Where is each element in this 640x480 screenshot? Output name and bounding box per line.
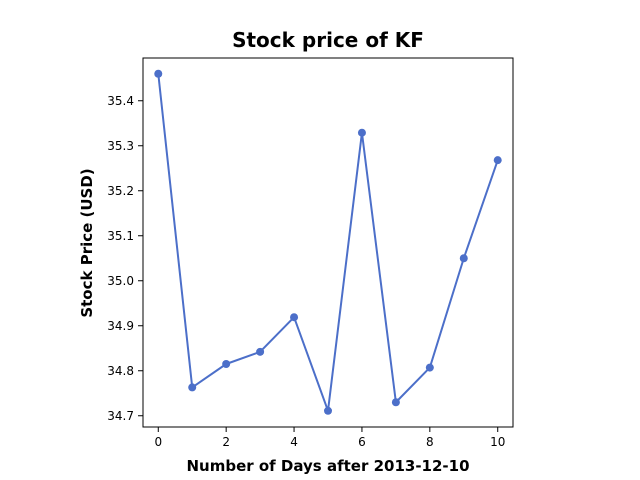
y-tick-label: 34.7	[107, 409, 134, 423]
y-tick-label: 35.1	[107, 229, 134, 243]
data-point	[459, 254, 468, 263]
data-point	[222, 360, 231, 368]
y-tick-label: 35.2	[107, 184, 134, 198]
data-point	[256, 347, 265, 356]
chart-title: Stock price of KF	[232, 28, 424, 52]
y-axis-label: Stock Price (USD)	[78, 168, 96, 317]
data-point	[290, 313, 299, 322]
y-axis: 34.7 34.8 34.9 35.0 35.1 35.2 35.3 35.4	[107, 94, 143, 423]
series-line	[157, 73, 499, 412]
data-point	[357, 128, 366, 137]
y-tick-label: 34.8	[107, 364, 134, 378]
data-point	[391, 398, 400, 407]
x-tick-label: 10	[490, 435, 505, 449]
y-tick-label: 35.4	[107, 94, 134, 108]
x-tick-label: 6	[358, 435, 366, 449]
x-axis: 0 2 4 6 8 10	[154, 427, 505, 449]
x-tick-label: 0	[154, 435, 162, 449]
y-tick-label: 35.3	[107, 139, 134, 153]
data-point	[425, 363, 434, 372]
data-point	[188, 383, 197, 392]
data-point	[493, 156, 502, 165]
data-point	[154, 69, 163, 78]
x-tick-label: 8	[426, 435, 434, 449]
series-kf	[154, 69, 502, 415]
y-tick-label: 34.9	[107, 319, 134, 333]
y-tick-label: 35.0	[107, 274, 134, 288]
x-tick-label: 2	[222, 435, 230, 449]
x-axis-label: Number of Days after 2013-12-10	[186, 457, 469, 475]
x-tick-label: 4	[290, 435, 298, 449]
plot-frame	[142, 57, 514, 428]
data-point	[324, 406, 332, 415]
